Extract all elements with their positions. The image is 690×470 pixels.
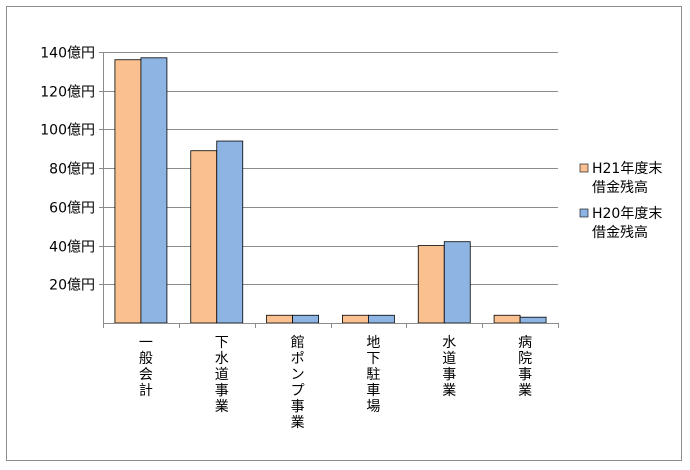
category-label: 一般会計 [139,335,153,399]
bar-h21-6 [493,314,521,324]
category-label: 下水道事業 [215,335,229,415]
category-label: 地下駐車場 [366,335,380,415]
bar-h20-2 [216,140,244,324]
legend-label: H21年度末借金残高 [592,161,662,196]
y-tick-label: 120億円 [40,85,95,101]
legend-swatch [579,208,589,218]
y-tick-label: 140億円 [40,46,95,62]
y-tick-label: 100億円 [40,123,95,139]
bar-h20-3 [292,314,319,324]
bar-h21-1 [114,59,142,324]
bar-h21-3 [266,314,293,324]
bar-h21-5 [417,245,445,324]
axes [99,52,559,328]
bar-h21-4 [342,314,369,324]
y-tick-label: 40億円 [49,240,95,256]
category-label: 病院事業 [518,335,532,399]
bars [114,57,547,324]
legend-label: H20年度末借金残高 [592,206,662,241]
bar-h20-5 [443,241,471,324]
legend-swatch [579,163,589,173]
bar-h21-2 [190,150,218,324]
category-labels: 一般会計 下水道事業 館ポンプ事業 地下駐車場 水道事業 病院事業 [139,334,532,431]
category-label: 水道事業 [442,335,456,399]
bar-h20-4 [368,314,395,324]
y-tick-label: 20億円 [49,278,95,294]
gridlines [103,52,558,285]
legend: H21年度末借金残高 H20年度末借金残高 [579,161,662,241]
bar-h20-6 [519,316,547,324]
y-tick-label: 80億円 [49,162,95,178]
bar-h20-1 [140,57,168,324]
category-label: 館ポンプ事業 [291,334,305,431]
y-tick-label: 60億円 [49,201,95,217]
y-tick-labels: 20億円 40億円 60億円 80億円 100億円 120億円 140億円 [40,46,95,294]
